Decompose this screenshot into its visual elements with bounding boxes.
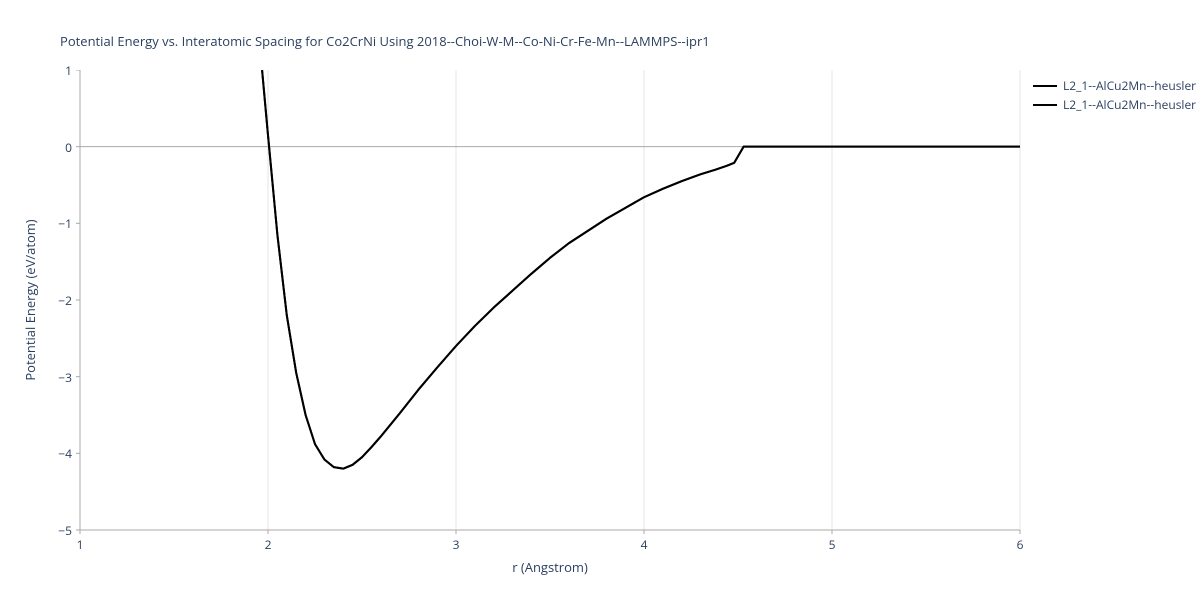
x-tick-label: 5 [829, 536, 836, 553]
chart-stage: Potential Energy vs. Interatomic Spacing… [0, 0, 1200, 600]
x-tick-label: 6 [1017, 536, 1024, 553]
legend-label: L2_1--AlCu2Mn--heusler [1063, 77, 1196, 94]
chart-title: Potential Energy vs. Interatomic Spacing… [60, 32, 710, 50]
y-tick-label: −5 [58, 522, 72, 539]
x-tick-label: 4 [641, 536, 648, 553]
legend-item[interactable]: L2_1--AlCu2Mn--heusler [1033, 96, 1196, 113]
legend-item[interactable]: L2_1--AlCu2Mn--heusler [1033, 77, 1196, 94]
legend-swatch [1033, 104, 1057, 106]
legend-label: L2_1--AlCu2Mn--heusler [1063, 96, 1196, 113]
y-tick-label: −2 [58, 292, 72, 309]
series-line[interactable] [249, 70, 1020, 469]
y-tick-label: 1 [65, 62, 72, 79]
y-tick-label: −1 [58, 215, 72, 232]
legend-swatch [1033, 85, 1057, 87]
plot-svg[interactable] [74, 70, 1022, 538]
x-axis-title: r (Angstrom) [512, 558, 588, 576]
series-line[interactable] [249, 70, 1020, 469]
y-axis-title: Potential Energy (eV/atom) [21, 219, 39, 380]
chart-legend[interactable]: L2_1--AlCu2Mn--heusler L2_1--AlCu2Mn--heu… [1033, 77, 1196, 115]
y-tick-label: −3 [58, 369, 72, 386]
x-tick-label: 2 [265, 536, 272, 553]
y-tick-label: −4 [58, 445, 72, 462]
x-tick-label: 1 [77, 536, 84, 553]
y-tick-label: 0 [65, 139, 72, 156]
x-tick-label: 3 [453, 536, 460, 553]
